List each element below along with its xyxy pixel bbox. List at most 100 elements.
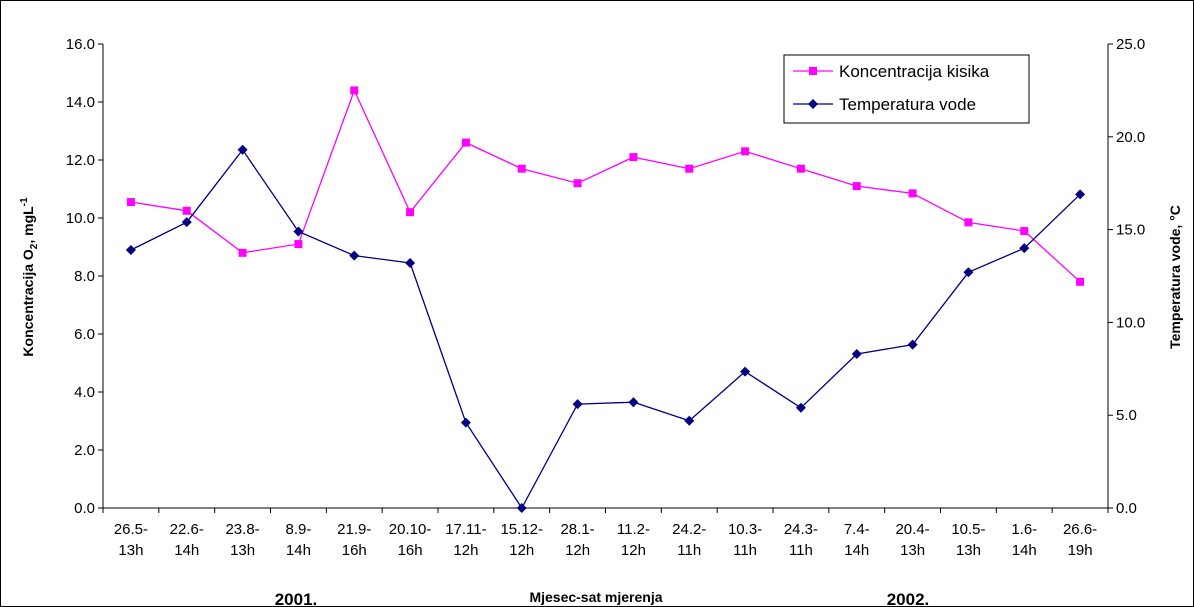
x-tick-label: 12h	[453, 542, 478, 559]
y-axis-left-title: Koncentracija O2, mgL-1	[19, 197, 40, 357]
y-left-tick-label: 12.0	[66, 152, 95, 169]
x-tick-label: 17.11-	[445, 521, 486, 538]
legend-box	[783, 54, 1030, 124]
year-label-2001: 2001.	[275, 590, 318, 607]
data-point-temperature	[125, 245, 136, 256]
x-tick-label: 10.3-	[728, 521, 762, 538]
data-point-temperature	[181, 217, 192, 228]
y-left-tick-label: 8.0	[74, 268, 95, 285]
axes	[98, 43, 1113, 513]
y-right-tick-label: 10.0	[1116, 314, 1145, 331]
legend-marker-oxygen	[809, 67, 817, 75]
y-left-tick-label: 16.0	[66, 36, 95, 53]
x-tick-label: 12h	[509, 542, 534, 559]
x-tick-label: 15.12-	[500, 521, 543, 538]
y-axis-right-title: Temperatura vode, °C	[1167, 205, 1183, 349]
x-tick-label: 19h	[1068, 542, 1093, 559]
x-tick-label: 14h	[844, 542, 869, 559]
y-left-tick-label: 4.0	[74, 384, 95, 401]
data-point-oxygen	[1020, 227, 1029, 236]
tick-labels: 0.0 2.0 4.0 6.0 8.0 10.0 12.0 14.0 16.0 0.0 5.0 10.…	[66, 36, 1145, 559]
x-axis-title: Mjesec-sat mjerenja	[529, 589, 662, 605]
data-point-oxygen	[1076, 277, 1085, 286]
legend-label-temperature: Temperatura vode	[839, 95, 976, 114]
data-point-oxygen	[182, 206, 191, 215]
y-left-tick-label: 10.0	[66, 210, 95, 227]
data-point-oxygen	[238, 248, 247, 257]
x-tick-label: 20.4-	[895, 521, 929, 538]
data-point-oxygen	[741, 147, 750, 156]
x-tick-label: 21.9-	[337, 521, 371, 538]
x-tick-label: 1.6-	[1011, 521, 1037, 538]
series-layer	[125, 86, 1086, 513]
data-point-temperature	[740, 366, 751, 377]
y-left-tick-label: 0.0	[74, 500, 95, 517]
y-right-tick-label: 5.0	[1116, 407, 1137, 424]
x-tick-label: 13h	[900, 542, 925, 559]
data-point-oxygen	[796, 164, 805, 173]
data-point-temperature	[293, 226, 304, 237]
x-tick-label: 8.9-	[285, 521, 311, 538]
data-point-temperature	[907, 339, 918, 350]
x-tick-label: 11h	[789, 542, 813, 559]
x-tick-label: 13h	[230, 542, 255, 559]
data-point-temperature	[628, 397, 639, 408]
x-tick-label: 16h	[398, 542, 423, 559]
x-tick-label: 24.3-	[784, 521, 818, 538]
data-point-temperature	[237, 144, 248, 155]
x-tick-label: 23.8-	[225, 521, 259, 538]
x-tick-label: 22.6-	[170, 521, 204, 538]
y-right-tick-label: 20.0	[1116, 129, 1145, 146]
data-point-oxygen	[461, 138, 470, 147]
x-tick-label: 24.2-	[672, 521, 706, 538]
data-point-oxygen	[126, 198, 135, 207]
x-tick-label: 13h	[118, 542, 143, 559]
data-point-oxygen	[406, 208, 415, 217]
x-tick-label: 16h	[342, 542, 367, 559]
legend-marker-temperature	[808, 99, 818, 109]
data-point-oxygen	[294, 240, 303, 249]
data-point-temperature	[349, 250, 360, 261]
x-tick-label: 11h	[733, 542, 757, 559]
x-tick-label: 10.5-	[951, 521, 985, 538]
x-tick-label: 14h	[286, 542, 311, 559]
year-label-2002: 2002.	[887, 590, 930, 607]
x-tick-label: 14h	[1012, 542, 1037, 559]
data-point-temperature	[851, 348, 862, 359]
data-point-temperature	[405, 258, 416, 269]
x-tick-label: 12h	[565, 542, 590, 559]
series-line-oxygen	[130, 88, 1081, 283]
x-tick-label: 12h	[621, 542, 646, 559]
series-line-temperature	[130, 148, 1081, 510]
x-tick-label: 13h	[956, 542, 981, 559]
y-right-tick-label: 15.0	[1116, 222, 1145, 239]
x-tick-label: 11.2-	[617, 521, 650, 538]
x-tick-label: 11h	[677, 542, 701, 559]
data-point-temperature	[1075, 189, 1086, 200]
y-left-tick-label: 2.0	[74, 442, 95, 459]
data-point-temperature	[963, 267, 974, 278]
x-tick-label: 20.10-	[389, 521, 432, 538]
data-point-oxygen	[629, 153, 638, 162]
y-right-tick-label: 0.0	[1116, 500, 1137, 517]
data-point-temperature	[684, 415, 695, 426]
y-left-tick-label: 6.0	[74, 326, 95, 343]
data-point-temperature	[516, 503, 527, 513]
data-point-oxygen	[685, 164, 694, 173]
x-tick-label: 7.4-	[844, 521, 870, 538]
legend-label-oxygen: Koncentracija kisika	[839, 62, 990, 81]
y-left-tick-label: 14.0	[66, 94, 95, 111]
data-point-oxygen	[964, 218, 973, 227]
data-point-temperature	[1019, 243, 1030, 254]
data-point-oxygen	[908, 189, 917, 198]
data-point-oxygen	[852, 182, 861, 191]
data-point-temperature	[795, 402, 806, 413]
data-point-oxygen	[517, 164, 526, 173]
y-right-tick-label: 25.0	[1116, 36, 1145, 53]
x-tick-label: 14h	[174, 542, 199, 559]
legend: Koncentracija kisika Temperatura vode	[783, 54, 1030, 124]
data-point-oxygen	[573, 179, 582, 188]
data-point-temperature	[572, 399, 583, 410]
x-tick-label: 26.5-	[114, 521, 148, 538]
